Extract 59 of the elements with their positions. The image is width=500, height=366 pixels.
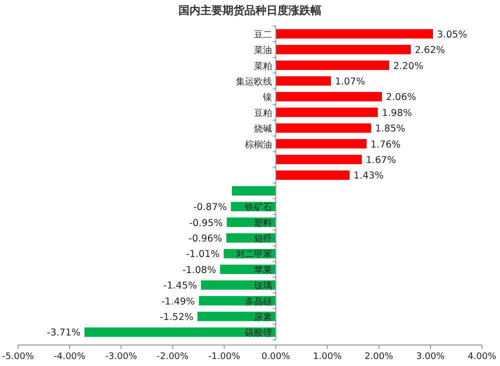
y-tick-label: 塑料 [254,218,272,229]
y-tick-label: 豆二 [254,29,272,40]
data-label: 1.43% [354,170,384,182]
data-label: 2.06% [386,92,416,104]
bar [276,92,382,102]
data-label: -1.49% [161,296,195,308]
bar [276,76,331,86]
data-label: -0.95% [189,218,223,229]
y-tick-label: 玻璃 [254,280,272,292]
y-tick-label: 对二甲苯 [236,249,272,260]
y-tick-label: 短纤 [254,233,272,244]
chart-title: 国内主要期货品种日度涨跌幅 [178,4,322,17]
y-tick-label: 碳酸锂 [244,328,272,339]
data-label: 3.05% [437,29,468,40]
y-tick-label: 铁矿石 [244,202,272,214]
data-label: 1.85% [375,124,406,135]
bar [276,170,350,180]
data-label: -0.87% [193,202,227,214]
y-tick-label: 菜粕 [254,60,272,72]
y-tick-label: 烧碱 [254,124,272,135]
y-tick-label: 菜油 [254,45,272,56]
data-label: 2.62% [414,45,446,56]
data-label: -1.01% [186,249,220,260]
bar [276,123,372,133]
x-tick-label: -3.00% [105,352,138,362]
data-label: -1.45% [163,280,198,292]
x-tick-label: -1.00% [208,352,241,362]
bar [84,327,276,337]
y-tick-label: 多晶硅 [244,296,272,308]
x-tick-label: -4.00% [54,352,86,362]
data-label: 1.07% [334,76,366,88]
y-tick-label: 棕榈油 [244,139,272,150]
bar [276,44,411,54]
bar [276,108,378,118]
x-tick-label: 1.00% [313,352,342,362]
data-label: -3.71% [46,328,81,339]
x-tick-label: -2.00% [156,352,190,362]
data-label: -1.08% [182,264,216,276]
bar [276,154,362,164]
x-tick-label: 0.00% [261,352,291,362]
bar [232,186,276,196]
x-tick-label: 3.00% [416,352,446,362]
y-tick-label: 尿素 [254,312,272,323]
data-label: -0.96% [188,233,222,244]
bar [276,60,390,70]
y-tick-label: 苹果 [254,264,272,276]
y-tick-label: 豆粕 [254,108,272,119]
data-label: 2.20% [393,60,424,72]
bar [276,29,434,39]
x-tick-label: 4.00% [468,352,497,362]
x-tick-label: -5.00% [2,352,34,362]
y-tick-label: 集运欧线 [236,76,272,88]
y-tick-label: 镍 [262,92,272,104]
data-label: 1.67% [366,154,396,166]
bar [276,139,367,148]
data-label: -1.52% [160,312,194,323]
data-label: 1.98% [382,108,412,119]
x-tick-label: 2.00% [364,352,394,362]
data-label: 1.76% [370,139,401,150]
